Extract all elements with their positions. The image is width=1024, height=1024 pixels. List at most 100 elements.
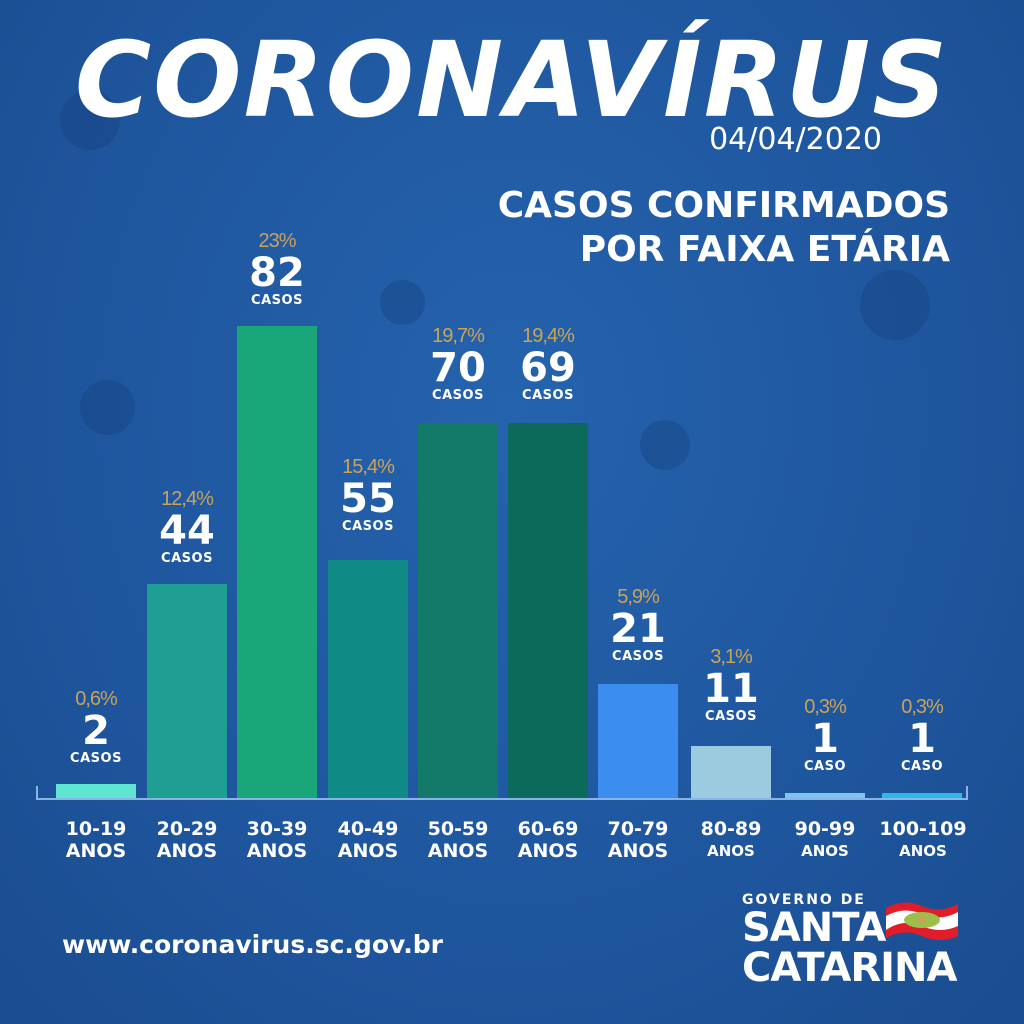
age-unit: ANOS: [517, 840, 579, 862]
bar-label-90-99: 0,3% 1 CASO: [775, 696, 875, 774]
case-count: 21: [610, 606, 666, 652]
age-range: 70-79: [607, 818, 669, 840]
bar-label-10-19: 0,6% 2 CASOS: [46, 688, 146, 766]
cases-unit: CASOS: [161, 551, 213, 566]
cases-unit: CASOS: [432, 388, 484, 403]
age-unit: ANOS: [337, 840, 399, 862]
bar-label-40-49: 15,4% 55 CASOS: [318, 456, 418, 534]
age-range: 20-29: [156, 818, 218, 840]
percent-label: 19,4%: [522, 325, 575, 347]
age-unit: ANOS: [156, 840, 218, 862]
date-label: 04/04/2020: [709, 122, 882, 157]
bar-label-20-29: 12,4% 44 CASOS: [137, 488, 237, 566]
santa-catarina-flag-icon: [886, 902, 958, 940]
bar-10-19: [56, 784, 136, 798]
logo-santa: SANTA: [742, 905, 886, 951]
percent-label: 12,4%: [161, 488, 214, 510]
x-axis-line: [36, 798, 968, 800]
case-count: 11: [703, 666, 759, 712]
cases-unit: CASOS: [251, 293, 303, 308]
age-range: 80-89: [700, 818, 762, 840]
age-unit: ANOS: [899, 842, 947, 860]
website-link[interactable]: www.coronavirus.sc.gov.br: [62, 930, 443, 959]
percent-label: 0,3%: [901, 696, 944, 718]
cases-unit: CASOS: [522, 388, 574, 403]
case-count: 70: [430, 345, 486, 391]
category-40-49: 40-49 ANOS: [320, 818, 416, 862]
axis-tick-right: [966, 786, 968, 800]
bar-label-60-69: 19,4% 69 CASOS: [498, 325, 598, 403]
bar-80-89: [691, 746, 771, 798]
logo-governo-de: GOVERNO DE: [742, 892, 866, 908]
age-range: 100-109: [879, 818, 967, 840]
category-100-109: 100-109 ANOS: [868, 818, 978, 862]
logo-catarina: CATARINA: [742, 945, 957, 991]
bar-50-59: [418, 423, 498, 798]
case-count: 69: [520, 345, 576, 391]
case-count: 1: [811, 716, 839, 762]
age-unit: ANOS: [427, 840, 489, 862]
category-60-69: 60-69 ANOS: [500, 818, 596, 862]
category-90-99: 90-99 ANOS: [777, 818, 873, 862]
bar-label-30-39: 23% 82 CASOS: [227, 230, 327, 308]
bar-label-80-89: 3,1% 11 CASOS: [681, 646, 781, 724]
category-10-19: 10-19 ANOS: [48, 818, 144, 862]
category-80-89: 80-89 ANOS: [683, 818, 779, 862]
bar-60-69: [508, 423, 588, 798]
virus-decoration: [80, 380, 135, 435]
bar-label-100-109: 0,3% 1 CASO: [872, 696, 972, 774]
case-count: 82: [249, 250, 305, 296]
cases-unit: CASOS: [705, 709, 757, 724]
percent-label: 3,1%: [710, 646, 753, 668]
cases-unit: CASO: [803, 759, 846, 774]
age-unit: ANOS: [246, 840, 308, 862]
page-title: CORONAVÍRUS: [74, 19, 950, 141]
bar-100-109: [882, 793, 962, 798]
cases-unit: CASOS: [342, 519, 394, 534]
bar-label-70-79: 5,9% 21 CASOS: [588, 586, 688, 664]
case-count: 2: [82, 708, 110, 754]
age-range: 90-99: [794, 818, 856, 840]
age-unit: ANOS: [707, 842, 755, 860]
category-20-29: 20-29 ANOS: [139, 818, 235, 862]
category-70-79: 70-79 ANOS: [590, 818, 686, 862]
age-unit: ANOS: [607, 840, 669, 862]
percent-label: 0,6%: [75, 688, 118, 710]
cases-unit: CASOS: [70, 751, 122, 766]
age-range: 30-39: [246, 818, 308, 840]
age-range: 60-69: [517, 818, 579, 840]
axis-tick-left: [36, 786, 38, 800]
virus-decoration: [860, 270, 930, 340]
bar-20-29: [147, 584, 227, 798]
chart-subtitle: CASOS CONFIRMADOS POR FAIXA ETÁRIA: [498, 184, 950, 272]
age-range: 10-19: [65, 818, 127, 840]
bar-90-99: [785, 793, 865, 798]
age-unit: ANOS: [801, 842, 849, 860]
case-count: 44: [159, 508, 215, 554]
category-50-59: 50-59 ANOS: [410, 818, 506, 862]
virus-decoration: [60, 90, 120, 150]
virus-decoration: [380, 280, 425, 325]
percent-label: 15,4%: [342, 456, 395, 478]
cases-unit: CASOS: [612, 649, 664, 664]
subtitle-line-2: POR FAIXA ETÁRIA: [579, 229, 950, 270]
percent-label: 0,3%: [804, 696, 847, 718]
category-30-39: 30-39 ANOS: [229, 818, 325, 862]
case-count: 1: [908, 716, 936, 762]
subtitle-line-1: CASOS CONFIRMADOS: [497, 185, 950, 226]
percent-label: 23%: [258, 230, 296, 252]
santa-catarina-logo: GOVERNO DE SANTA CATARINA: [742, 892, 972, 988]
percent-label: 5,9%: [617, 586, 660, 608]
cases-unit: CASO: [900, 759, 943, 774]
bar-30-39: [237, 326, 317, 798]
case-count: 55: [340, 476, 396, 522]
bar-70-79: [598, 684, 678, 798]
age-unit: ANOS: [65, 840, 127, 862]
virus-decoration: [640, 420, 690, 470]
age-range: 40-49: [337, 818, 399, 840]
bar-40-49: [328, 560, 408, 798]
percent-label: 19,7%: [432, 325, 485, 347]
bar-label-50-59: 19,7% 70 CASOS: [408, 325, 508, 403]
age-range: 50-59: [427, 818, 489, 840]
